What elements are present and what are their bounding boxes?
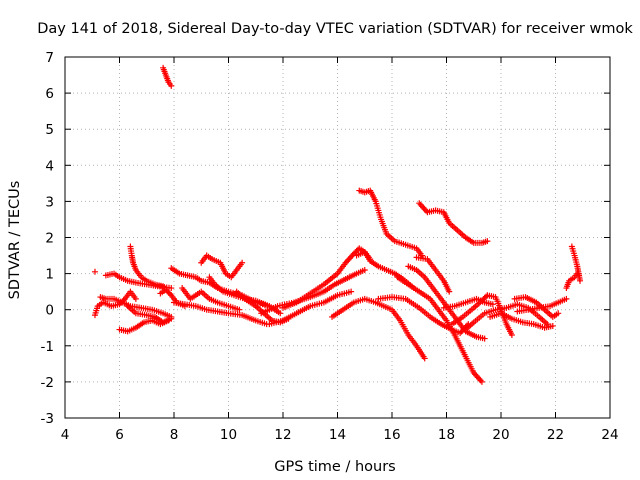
y-tick-label: -3	[41, 411, 54, 427]
x-tick-label: 20	[492, 427, 509, 443]
data-point	[165, 289, 172, 296]
y-tick-label: 3	[45, 194, 54, 210]
data-point	[481, 294, 488, 301]
series-arc-20	[329, 295, 428, 362]
plot-border	[64, 56, 611, 419]
y-tick-label: 0	[45, 303, 54, 319]
x-axis-label: GPS time / hours	[274, 459, 395, 475]
data-point	[544, 321, 551, 328]
series-arc-09	[160, 64, 175, 89]
x-tick-label: 14	[329, 427, 346, 443]
data-point	[483, 293, 490, 300]
data-point	[168, 82, 175, 89]
series-arc-13	[198, 252, 246, 281]
data-point	[421, 355, 428, 362]
y-tick-label: 2	[45, 231, 54, 247]
data-point	[563, 295, 570, 302]
data-point	[132, 295, 139, 302]
x-tick-label: 4	[61, 427, 70, 443]
data-point	[239, 259, 246, 266]
data-point	[164, 288, 171, 295]
series-arc-30	[487, 310, 556, 331]
series-arc-28	[448, 292, 515, 338]
y-tick-label: -1	[41, 339, 54, 355]
data-point	[549, 322, 556, 329]
data-point	[478, 378, 485, 385]
data-point	[348, 288, 355, 295]
x-tick-label: 16	[383, 427, 400, 443]
x-tick-label: 12	[274, 427, 291, 443]
y-axis-label: SDTVAR / TECUs	[7, 181, 23, 300]
data-point	[484, 238, 491, 245]
x-tick-label: 22	[547, 427, 564, 443]
data-point	[481, 335, 488, 342]
series-arc-12	[179, 285, 243, 313]
y-tick-label: -2	[41, 375, 54, 391]
data-point	[277, 310, 284, 317]
data-point	[577, 277, 584, 284]
x-tick-label: 10	[220, 427, 237, 443]
data-points	[91, 64, 584, 385]
series-arc-16	[266, 288, 355, 328]
data-point	[168, 285, 175, 292]
y-tick-label: 6	[45, 86, 54, 102]
y-tick-label: 5	[45, 122, 54, 138]
data-point	[489, 301, 496, 308]
x-tick-label: 8	[170, 427, 179, 443]
data-point	[508, 331, 515, 338]
series-arc-29	[462, 301, 551, 333]
data-point	[555, 310, 562, 317]
series-arc-07	[127, 243, 167, 290]
series-arc-03	[97, 294, 175, 320]
series-arc-26	[416, 200, 491, 246]
data-point	[166, 290, 173, 297]
series-arc-06	[124, 303, 175, 326]
data-point	[168, 315, 175, 322]
series-arc-02	[91, 288, 139, 319]
x-tick-label: 24	[601, 427, 618, 443]
series-arc-32	[514, 295, 570, 315]
data-point	[91, 268, 98, 275]
data-point	[352, 249, 359, 256]
data-point	[236, 306, 243, 313]
series-arc-18	[280, 245, 374, 311]
data-point	[478, 297, 485, 304]
data-point	[446, 288, 453, 295]
data-point	[162, 286, 169, 293]
series-arc-22	[375, 294, 472, 337]
y-tick-label: 4	[45, 158, 54, 174]
y-tick-label: 1	[45, 267, 54, 283]
series-arc-34	[568, 243, 584, 284]
series-arc-14	[206, 274, 284, 317]
series-arc-01	[91, 268, 98, 275]
series-arc-11	[171, 299, 270, 328]
x-tick-label: 18	[438, 427, 455, 443]
series-arc-27	[440, 295, 496, 311]
series-arc-25	[413, 254, 453, 295]
series-arc-21	[356, 187, 425, 259]
x-tick-label: 6	[115, 427, 124, 443]
chart-title: Day 141 of 2018, Sidereal Day-to-day VTE…	[37, 21, 633, 37]
data-point	[160, 283, 167, 290]
y-tick-label: 7	[45, 50, 54, 66]
data-point	[480, 296, 487, 303]
data-point	[361, 266, 368, 273]
